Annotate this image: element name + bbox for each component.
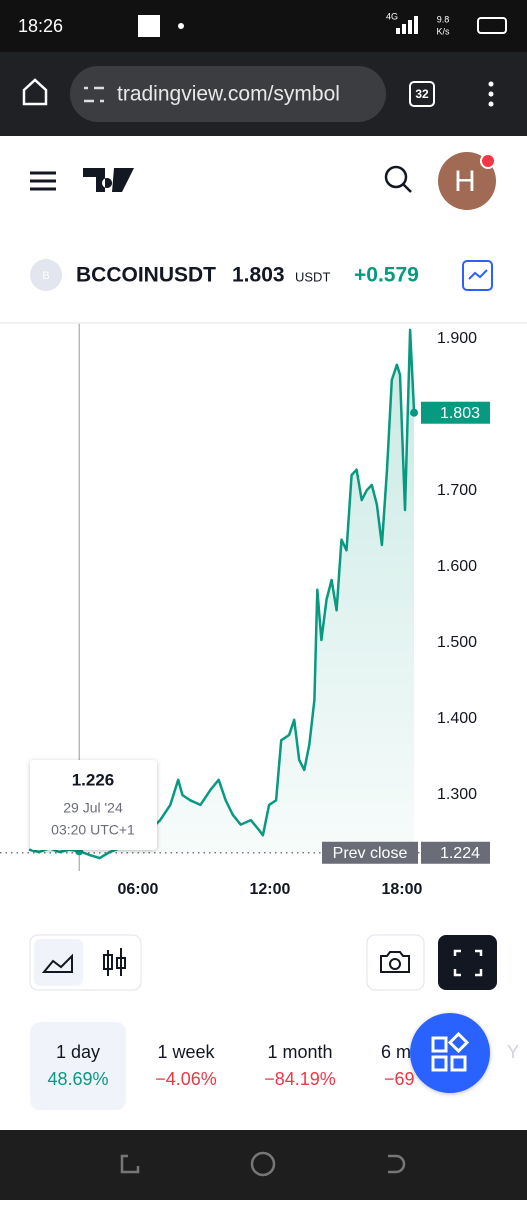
period-change: −69 <box>384 1069 415 1089</box>
tradingview-logo[interactable] <box>83 168 134 192</box>
x-tick-label: 06:00 <box>117 881 158 898</box>
prev-close-name: Prev close <box>333 845 408 862</box>
home-nav-button[interactable] <box>250 1151 276 1177</box>
back-button[interactable] <box>388 1154 406 1174</box>
y-tick-label: 1.600 <box>437 558 477 575</box>
tooltip <box>30 760 157 850</box>
period-label[interactable]: 1 day <box>56 1042 100 1062</box>
hamburger-menu[interactable] <box>30 171 56 191</box>
tooltip-date: 29 Jul '24 <box>63 800 123 816</box>
address-bar[interactable] <box>70 66 386 122</box>
network-type: 4G <box>386 11 398 21</box>
line-chart-button[interactable] <box>34 939 83 986</box>
prev-close-box <box>421 841 490 864</box>
clock: 18:26 <box>18 16 63 36</box>
ticker: BCCOINUSDT <box>76 264 216 287</box>
tooltip-value: 1.226 <box>72 770 115 789</box>
status-bar <box>0 0 527 52</box>
recents-button[interactable] <box>120 1154 140 1174</box>
period-change: −84.19% <box>264 1069 336 1089</box>
snapshot-button[interactable] <box>366 934 425 991</box>
candle-chart-button[interactable] <box>103 948 126 976</box>
tab-count: 32 <box>415 87 429 101</box>
notification-dot <box>480 153 496 169</box>
y-tick-label: 1.400 <box>437 710 477 727</box>
tabs-button[interactable] <box>409 81 435 107</box>
period-change: −4.06% <box>155 1069 217 1089</box>
widgets-fab[interactable] <box>410 1013 490 1093</box>
chart: 1.300 1.400 1.500 1.600 1.700 1.900 06:00 12:00… <box>0 323 490 898</box>
symbol-badge-letter: B <box>42 270 49 282</box>
prev-close-tag <box>322 841 418 864</box>
nav-bar <box>0 1130 527 1200</box>
dot <box>178 23 184 29</box>
y-tick-label: 1.700 <box>437 482 477 499</box>
search-button[interactable] <box>384 165 408 189</box>
last-price-label: 1.803 <box>440 405 480 422</box>
prev-close-label: 1.224 <box>440 845 480 862</box>
home-button[interactable] <box>22 78 48 106</box>
period-label-clipped: Y <box>507 1042 519 1062</box>
price-change: +0.579 <box>354 264 419 287</box>
period-selected[interactable] <box>30 1022 126 1110</box>
area-fill <box>29 329 415 859</box>
battery <box>477 17 507 34</box>
last-point <box>410 408 419 417</box>
y-tick-label: 1.500 <box>437 634 477 651</box>
site-settings[interactable] <box>84 86 104 103</box>
notification-icon <box>138 15 160 37</box>
compare-button[interactable] <box>462 260 493 291</box>
symbol-badge <box>30 259 62 291</box>
signal-icon <box>396 16 418 34</box>
url: tradingview.com/symbol <box>117 83 340 106</box>
fullscreen-button[interactable] <box>438 935 497 990</box>
x-tick-label: 12:00 <box>249 881 290 898</box>
y-tick-label: 1.900 <box>437 330 477 347</box>
tooltip-time: 03:20 UTC+1 <box>51 822 135 838</box>
net-speed: 9.8 <box>437 14 450 24</box>
avatar[interactable] <box>438 152 496 210</box>
period-label[interactable]: 1 week <box>157 1042 215 1062</box>
period-change: 48.69% <box>47 1069 108 1089</box>
x-tick-label: 18:00 <box>381 881 422 898</box>
period-label[interactable]: 1 month <box>267 1042 332 1062</box>
period-label[interactable]: 6 m <box>381 1042 411 1062</box>
price: 1.803 <box>232 264 285 287</box>
y-tick-label: 1.300 <box>437 786 477 803</box>
avatar-initial: H <box>454 165 476 198</box>
currency: USDT <box>295 269 330 284</box>
net-unit: K/s <box>436 26 450 36</box>
last-price-box <box>421 401 490 424</box>
